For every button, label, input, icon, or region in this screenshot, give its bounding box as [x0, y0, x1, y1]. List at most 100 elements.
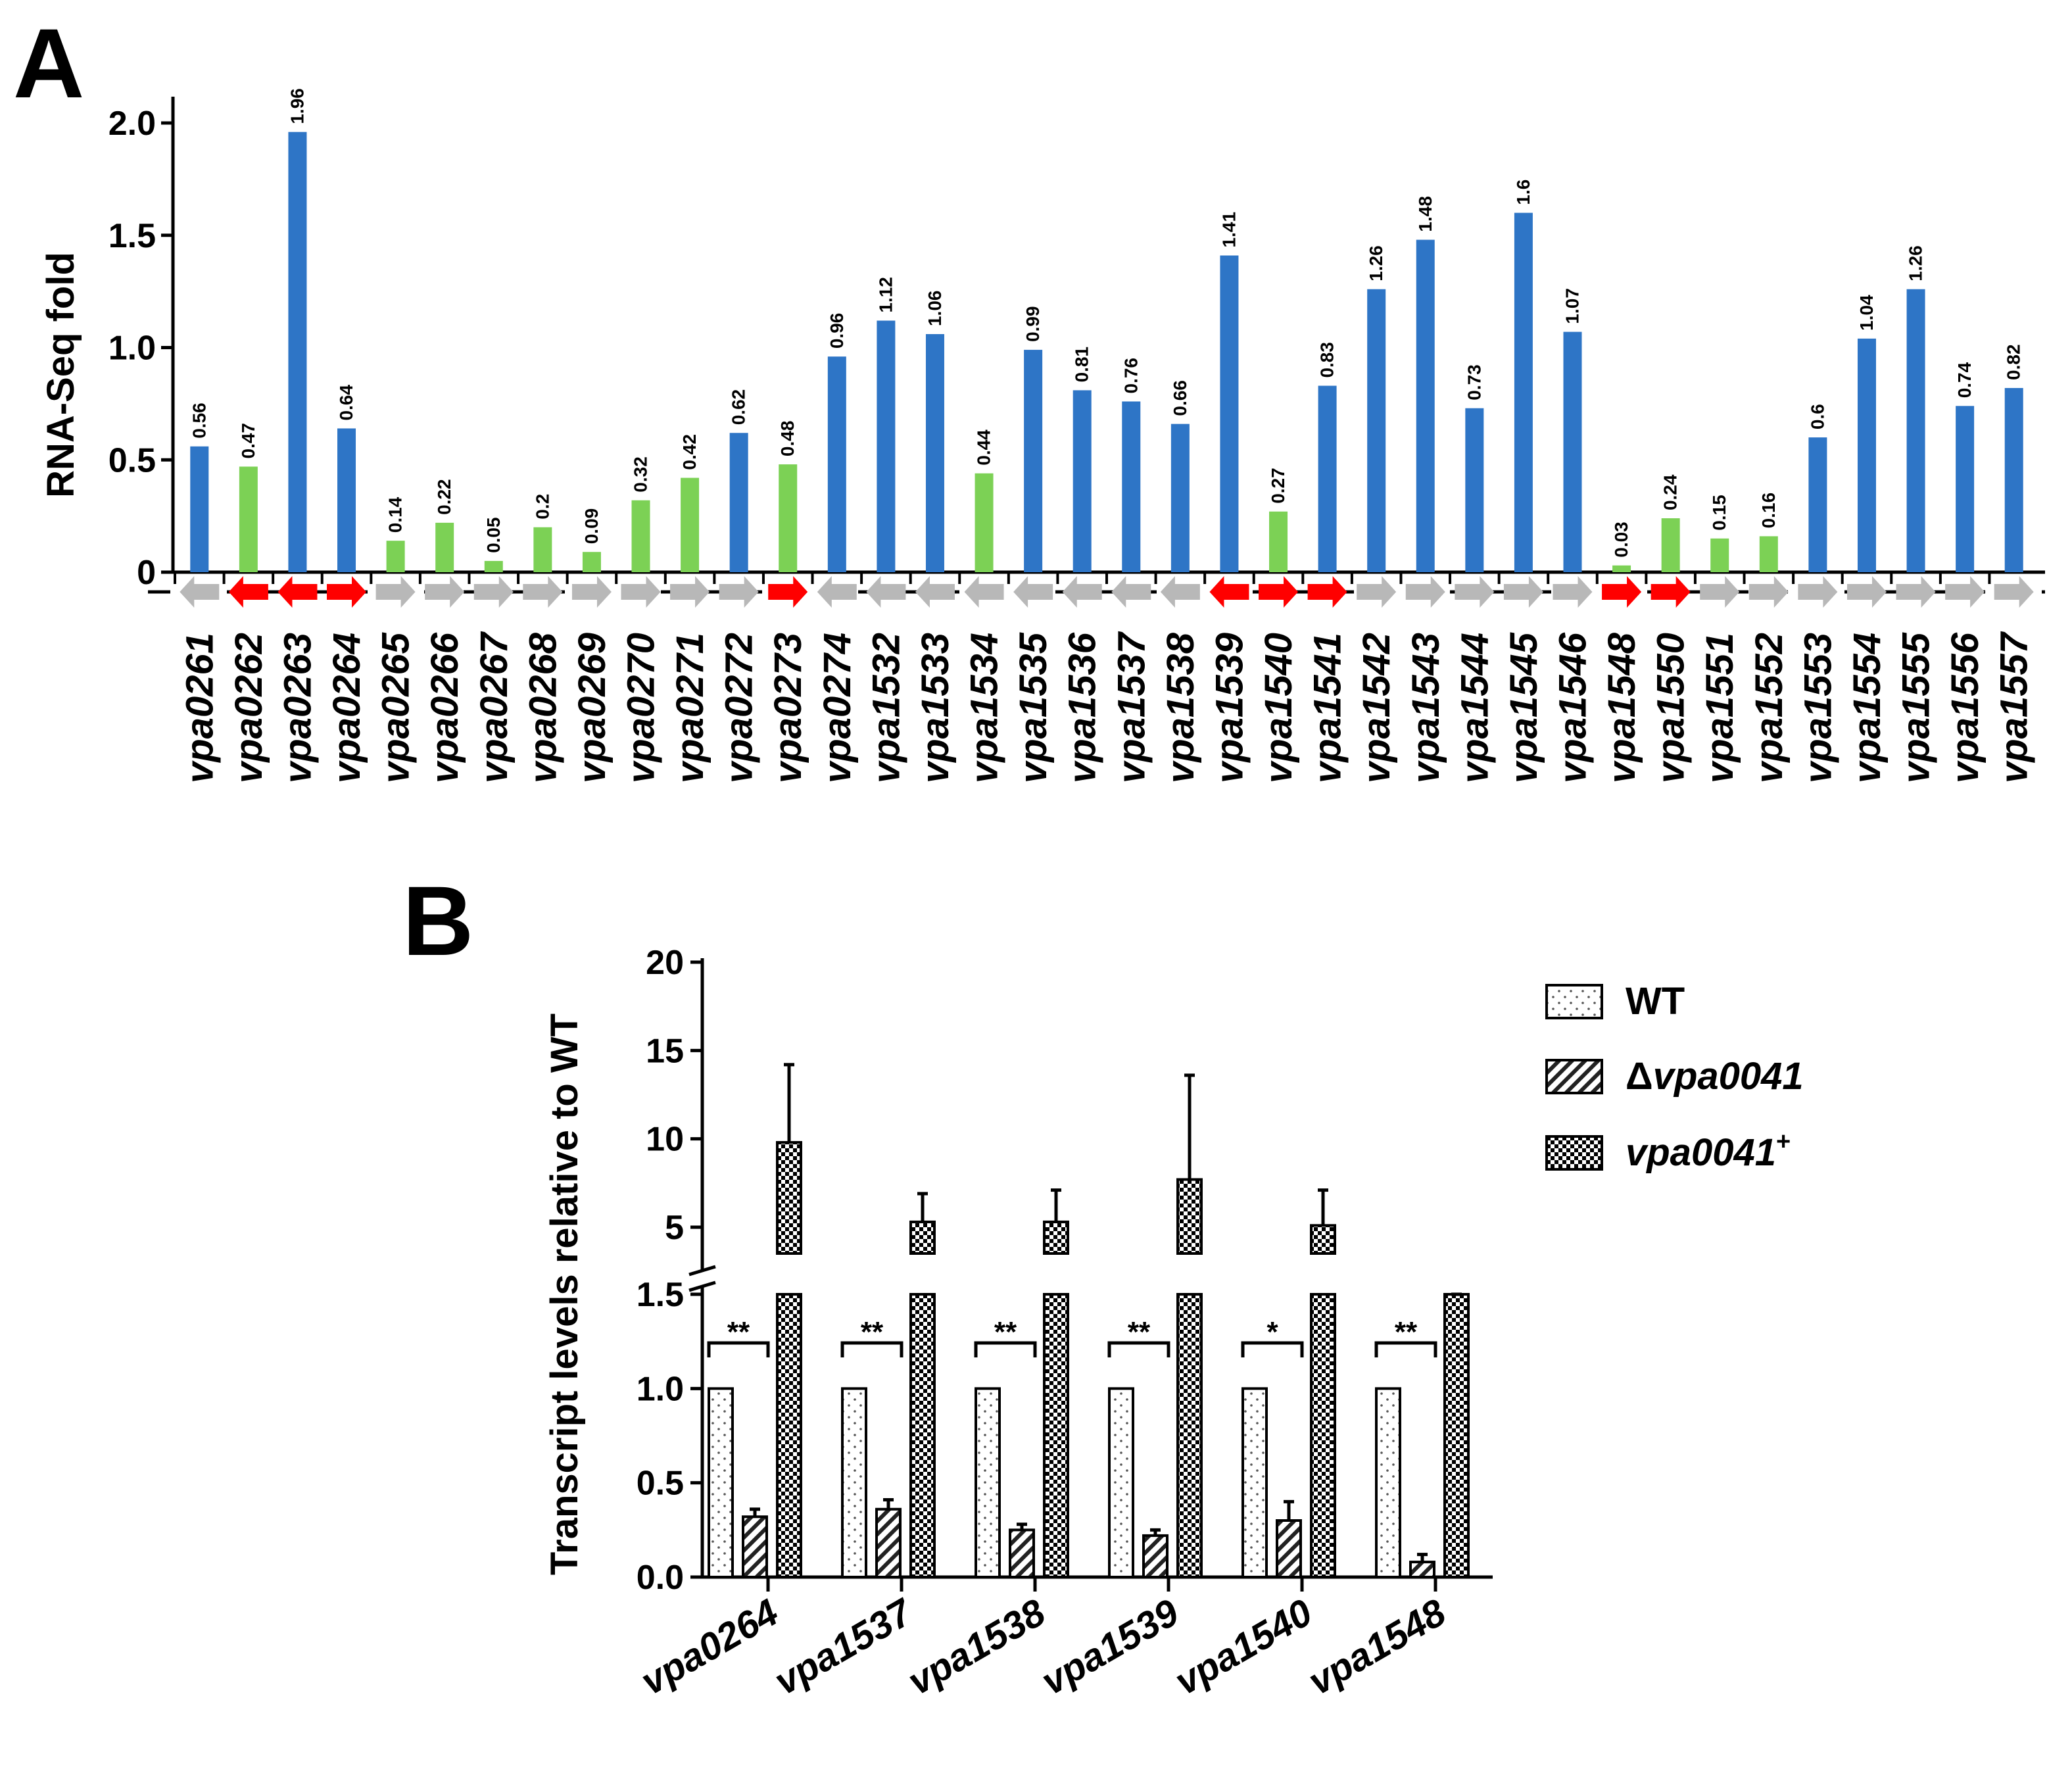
value-label: 0.82 — [2004, 344, 2024, 380]
bar — [827, 356, 846, 572]
value-label: 0.42 — [679, 434, 700, 470]
gene-label: vpa0264 — [325, 633, 368, 783]
value-label: 0.05 — [483, 517, 504, 553]
axis-break-mark — [688, 1265, 716, 1277]
legend-swatch — [1545, 984, 1603, 1019]
value-label: 0.16 — [1758, 493, 1779, 529]
gene-label: vpa0271 — [669, 633, 711, 783]
gene-arrow — [1307, 576, 1347, 608]
y-tick-label: 0.5 — [637, 1465, 684, 1503]
value-label: 0.48 — [777, 421, 798, 457]
gene-arrow — [1062, 576, 1102, 608]
bar — [1269, 511, 1288, 572]
bar — [1318, 385, 1337, 572]
y-tick-label: 5 — [665, 1209, 684, 1247]
gene-label: vpa1555 — [1895, 632, 1938, 783]
bar — [1465, 408, 1484, 572]
gene-arrow — [670, 576, 710, 608]
bar — [1612, 565, 1631, 572]
gene-label: vpa0265 — [375, 632, 418, 783]
bar-2-upper — [1310, 1224, 1336, 1255]
significance-bracket — [1374, 1341, 1437, 1357]
gene-arrow — [1994, 576, 2034, 608]
y-tick-label: 0.5 — [108, 441, 156, 479]
bar — [631, 500, 650, 572]
value-label: 1.41 — [1218, 212, 1239, 248]
gene-arrow — [1405, 576, 1445, 608]
gene-arrow — [817, 576, 857, 608]
gene-label: vpa1541 — [1307, 633, 1349, 783]
bar-2-lower — [1176, 1293, 1203, 1578]
gene-arrow — [768, 576, 808, 608]
significance-label: ** — [994, 1316, 1017, 1348]
value-label: 0.24 — [1660, 474, 1681, 510]
bar — [386, 541, 405, 572]
gene-arrow — [1553, 576, 1593, 608]
bar — [1122, 401, 1141, 572]
legend-swatch — [1545, 1135, 1603, 1171]
bar-1 — [1276, 1519, 1302, 1578]
gene-arrow — [1259, 576, 1299, 608]
bar — [729, 433, 748, 572]
bar — [582, 552, 601, 572]
value-label: 0.62 — [729, 389, 749, 426]
gene-label: vpa1546 — [1552, 632, 1595, 783]
panel-label-a: A — [13, 8, 84, 118]
value-label: 1.06 — [925, 291, 945, 327]
gene-arrow — [523, 576, 563, 608]
gene-label: vpa1540 — [1168, 1591, 1320, 1703]
axis-break-mark — [688, 1280, 716, 1292]
bar — [1857, 338, 1876, 572]
gene-label: vpa1532 — [865, 633, 907, 783]
gene-label: vpa0262 — [228, 633, 270, 783]
significance-label: ** — [1395, 1316, 1418, 1348]
value-label: 0.6 — [1807, 404, 1827, 429]
gene-label: vpa1552 — [1748, 633, 1791, 783]
gene-arrow — [621, 576, 661, 608]
significance-label: * — [1266, 1316, 1278, 1348]
legend-label-sup: + — [1776, 1128, 1791, 1156]
significance-label: ** — [727, 1316, 750, 1348]
gene-arrow — [1798, 576, 1838, 608]
y-tick-label: 1.0 — [108, 329, 156, 368]
value-label: 0.64 — [336, 385, 356, 421]
bar-0 — [975, 1387, 1001, 1578]
value-label: 0.27 — [1268, 468, 1288, 504]
chart-b: Transcript levels relative to WT 0.0 0.5 1… — [543, 944, 1493, 1703]
bar-0 — [1241, 1387, 1268, 1578]
legend-label: WT — [1626, 980, 1685, 1023]
significance-bracket — [1107, 1341, 1170, 1357]
bar-2-lower — [776, 1293, 802, 1578]
value-label: 0.81 — [1072, 347, 1092, 383]
gene-arrow — [719, 576, 759, 608]
value-label: 1.96 — [287, 88, 307, 124]
value-label: 1.6 — [1513, 180, 1533, 205]
value-label: 0.2 — [532, 494, 552, 520]
significance-bracket — [974, 1341, 1037, 1357]
value-label: 1.07 — [1562, 288, 1583, 324]
value-label: 0.44 — [974, 429, 994, 466]
chart-b-y-label: Transcript levels relative to WT — [543, 1013, 586, 1575]
gene-label: vpa1535 — [1012, 632, 1055, 783]
significance-label: ** — [1128, 1316, 1151, 1348]
gene-label: vpa1537 — [1110, 631, 1153, 783]
bar — [1416, 239, 1435, 572]
bar — [1906, 289, 1925, 572]
value-label: 0.09 — [581, 508, 602, 545]
gene-label: vpa1553 — [1796, 633, 1839, 783]
panel-label-b: B — [402, 865, 473, 976]
gene-arrow — [915, 576, 955, 608]
bar — [484, 560, 503, 572]
value-label: 0.76 — [1120, 358, 1141, 394]
bar-0 — [708, 1387, 734, 1578]
significance-bracket — [840, 1341, 903, 1357]
gene-arrow — [866, 576, 906, 608]
gene-arrow — [1896, 576, 1936, 608]
bar — [533, 527, 552, 572]
legend-label-main: vpa0041 — [1626, 1131, 1776, 1174]
y-tick-label: 1.5 — [108, 217, 156, 255]
bar — [1956, 406, 1975, 572]
value-label: 0.99 — [1023, 306, 1043, 342]
value-label: 0.56 — [189, 402, 209, 439]
